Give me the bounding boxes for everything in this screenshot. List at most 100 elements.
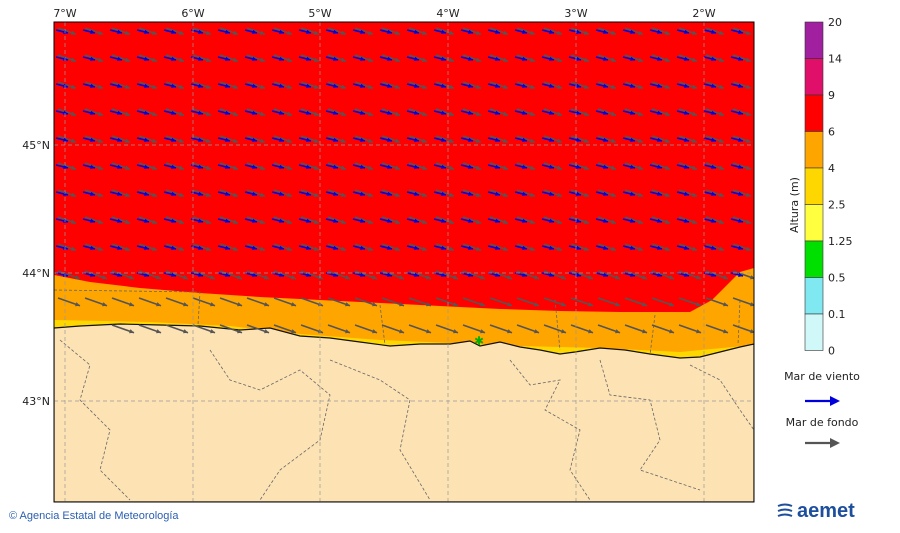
wave-arrowhead <box>368 219 373 224</box>
wave-arrowhead <box>503 165 508 170</box>
wave-arrowhead <box>291 329 296 334</box>
wave-arrowhead <box>260 219 265 224</box>
wave-arrowhead <box>90 245 95 251</box>
wave-arrowhead <box>279 245 284 251</box>
wave-arrowhead <box>198 137 203 143</box>
wave-arrowhead <box>414 191 419 197</box>
wave-arrowhead <box>387 137 392 143</box>
wave-arrowhead <box>422 192 427 197</box>
wave-arrowhead <box>125 138 130 143</box>
wave-arrowhead <box>152 165 157 170</box>
colorbar-segment <box>804 167 824 205</box>
wave-arrowhead <box>206 192 211 197</box>
wave-arrowhead <box>333 245 338 251</box>
wave-arrowhead <box>63 56 68 62</box>
wave-arrowhead <box>453 275 458 280</box>
wave-arrowhead <box>179 57 184 62</box>
wave-arrowhead <box>318 329 323 334</box>
wave-arrowhead <box>723 329 728 334</box>
wave-arrowhead <box>530 138 535 143</box>
wave-arrowhead <box>144 29 149 35</box>
wave-arrowhead <box>449 219 454 224</box>
wave-arrowhead <box>657 137 662 143</box>
wave-arrowhead <box>449 30 454 35</box>
wave-arrowhead <box>611 84 616 89</box>
wave-arrowhead <box>291 302 296 307</box>
wave-arrowhead <box>441 137 446 143</box>
wave-arrowhead <box>576 110 581 116</box>
wave-arrowhead <box>630 29 635 35</box>
wave-arrowhead <box>684 272 689 278</box>
wave-arrowhead <box>102 275 107 280</box>
wave-arrowhead <box>287 246 292 251</box>
wave-arrowhead <box>117 56 122 62</box>
wave-arrowhead <box>576 29 581 35</box>
wave-arrowhead <box>603 218 608 224</box>
wave-arrowhead <box>237 302 242 307</box>
wave-arrowhead <box>279 218 284 224</box>
wave-arrowhead <box>333 83 338 89</box>
wave-arrowhead <box>98 165 103 170</box>
wave-arrowhead <box>449 57 454 62</box>
wave-arrowhead <box>395 84 400 89</box>
wave-arrowhead <box>719 246 724 251</box>
wave-arrowhead <box>414 83 419 89</box>
wave-arrowhead <box>63 137 68 143</box>
wave-arrowhead <box>144 164 149 170</box>
wave-arrowhead <box>746 84 751 89</box>
wave-arrowhead <box>399 275 404 280</box>
wave-arrowhead <box>360 164 365 170</box>
wave-arrowhead <box>198 110 203 116</box>
wave-arrowhead <box>422 84 427 89</box>
colorbar-segment <box>804 240 824 278</box>
wave-arrowhead <box>333 218 338 224</box>
wave-arrowhead <box>422 138 427 143</box>
wave-arrowhead <box>252 83 257 89</box>
wave-arrowhead <box>171 56 176 62</box>
colorbar-tick-label: 6 <box>828 126 835 139</box>
wave-arrowhead <box>399 302 404 307</box>
wave-arrowhead <box>252 56 257 62</box>
wave-arrowhead <box>360 83 365 89</box>
wave-arrowhead <box>171 218 176 224</box>
wave-arrowhead <box>665 165 670 170</box>
wave-arrowhead <box>210 329 215 334</box>
wave-arrowhead <box>738 137 743 143</box>
wave-arrowhead <box>360 245 365 251</box>
wave-arrowhead <box>360 110 365 116</box>
wave-arrowhead <box>156 329 161 334</box>
wave-arrowhead <box>314 57 319 62</box>
wave-arrowhead <box>530 30 535 35</box>
wave-arrowhead <box>422 57 427 62</box>
wave-arrowhead <box>557 84 562 89</box>
wave-arrowhead <box>387 218 392 224</box>
wave-arrowhead <box>198 83 203 89</box>
wave-arrowhead <box>611 246 616 251</box>
wave-arrowhead <box>314 165 319 170</box>
wave-arrowhead <box>360 137 365 143</box>
wave-arrowhead <box>738 272 743 278</box>
wave-arrowhead <box>507 329 512 334</box>
wave-arrowhead <box>225 218 230 224</box>
wave-arrowhead <box>395 219 400 224</box>
wave-arrowhead <box>723 275 728 280</box>
wave-arrowhead <box>171 164 176 170</box>
wave-arrowhead <box>368 138 373 143</box>
wave-arrowhead <box>642 329 647 334</box>
wave-arrowhead <box>291 275 296 280</box>
wave-arrowhead <box>117 245 122 251</box>
wave-arrowhead <box>441 218 446 224</box>
wave-arrowhead <box>341 111 346 116</box>
wave-arrowhead <box>549 83 554 89</box>
wave-arrowhead <box>368 30 373 35</box>
wave-arrowhead <box>287 111 292 116</box>
wave-arrowhead <box>152 111 157 116</box>
wave-arrowhead <box>333 29 338 35</box>
wave-arrowhead <box>738 218 743 224</box>
wave-arrowhead <box>576 56 581 62</box>
wave-arrowhead <box>171 245 176 251</box>
wave-arrowhead <box>63 272 68 278</box>
wave-arrowhead <box>719 57 724 62</box>
wave-arrowhead <box>306 137 311 143</box>
wave-arrowhead <box>665 219 670 224</box>
